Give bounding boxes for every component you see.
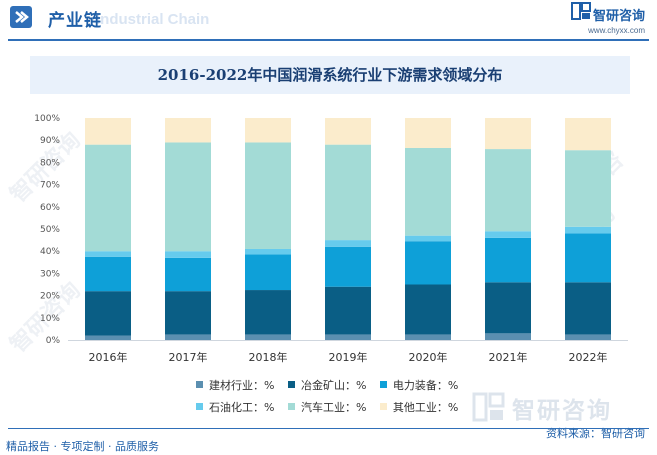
legend-swatch (287, 403, 295, 410)
bar-segment (165, 142, 211, 252)
bar-segment (405, 284, 451, 335)
legend-row: 石油化工：% 汽车工业：% 其他工业：% (196, 401, 468, 423)
source-note: 资料来源：智研咨询 (546, 427, 645, 440)
chart-title-band: 2016-2022年中国润滑系统行业下游需求领域分布 (30, 56, 630, 94)
chevron-badge-icon (10, 6, 32, 28)
y-tick-label: 50% (40, 225, 60, 235)
bar-segment (325, 118, 371, 145)
stacked-bar-chart: 0% 10% 20% 30% 40% 50% 60% 70% 80% 90% 100% 2016年 20… (34, 114, 628, 364)
legend-row: 建材行业：% 冶金矿山：% 电力装备：% (196, 379, 468, 401)
bar-segment (405, 334, 451, 340)
legend-label: 电力装备：% (392, 379, 459, 392)
legend-label: 汽车工业：% (300, 401, 367, 414)
legend-label: 其他工业：% (392, 401, 459, 414)
brand: 智研咨询 www.chyxx.com (588, 5, 645, 35)
x-tick-label: 2018年 (249, 350, 288, 364)
bar-segment (325, 240, 371, 247)
x-tick-label: 2021年 (489, 350, 528, 364)
bar-segment (85, 144, 131, 252)
bar-segment (245, 254, 291, 291)
legend-label: 建材行业：% (209, 379, 275, 392)
legend-swatch (379, 403, 387, 410)
y-tick-label: 40% (40, 247, 60, 257)
bar-segment (85, 291, 131, 336)
bar-segment (565, 118, 611, 151)
bar-segment (565, 334, 611, 340)
legend-item: 石油化工：% (196, 401, 274, 415)
bar-segment (85, 251, 131, 257)
x-tick-label: 2022年 (569, 350, 608, 364)
y-tick-label: 30% (40, 269, 60, 279)
legend-label: 冶金矿山：% (300, 379, 367, 392)
x-tick-label: 2016年 (89, 350, 128, 364)
section-subtitle: Industrial Chain (96, 11, 210, 28)
bar-segment (245, 290, 291, 335)
legend-item: 电力装备：% (379, 379, 459, 393)
bar-segment (405, 235, 451, 242)
bar-segment (565, 233, 611, 283)
legend-label: 石油化工：% (209, 401, 275, 414)
bar-segment (485, 333, 531, 340)
footer-divider (8, 428, 649, 429)
watermark-logo-icon (472, 392, 505, 422)
bar-segment (245, 118, 291, 143)
bar-segment (245, 248, 291, 255)
bar-segment (85, 256, 131, 292)
y-tick-label: 70% (40, 181, 60, 191)
watermark-text: 智研咨询 (512, 398, 612, 424)
bar-segment (485, 118, 531, 150)
y-tick-label: 80% (40, 158, 60, 168)
bar-segment (485, 237, 531, 283)
bar-segment (325, 246, 371, 287)
section-title: 产业链 (48, 11, 102, 31)
legend-swatch (287, 381, 295, 388)
bar-segment (565, 282, 611, 335)
bar-segment (565, 150, 611, 227)
bar-segment (565, 226, 611, 234)
bar-segment (325, 144, 371, 241)
bar-segment (325, 334, 371, 340)
header-divider (8, 39, 649, 41)
y-tick-label: 60% (40, 203, 60, 213)
bar-segment (485, 231, 531, 238)
bar-segment (245, 334, 291, 340)
y-tick-label: 90% (40, 136, 60, 146)
bar-segment (325, 286, 371, 335)
brand-name: 智研咨询 (592, 9, 645, 24)
chart-legend: 建材行业：% 冶金矿山：% 电力装备：% 石油化工：% 汽车工业：% 其他工业：… (196, 379, 468, 423)
bar-segment (165, 291, 211, 335)
brand-logo-icon (571, 2, 591, 20)
legend-item: 其他工业：% (379, 401, 459, 415)
legend-swatch (196, 403, 203, 410)
legend-swatch (379, 381, 387, 388)
legend-swatch (196, 381, 203, 388)
bar-segment (245, 142, 291, 249)
chart-title: 2016-2022年中国润滑系统行业下游需求领域分布 (157, 66, 503, 84)
bar-segment (485, 149, 531, 232)
bar-segment (485, 282, 531, 334)
bar-segment (405, 147, 451, 236)
y-tick-label: 10% (40, 314, 60, 324)
bar-segment (165, 118, 211, 143)
bar-segment (85, 335, 131, 340)
y-tick-label: 20% (40, 292, 60, 302)
bar-segment (165, 257, 211, 292)
x-tick-label: 2017年 (169, 350, 208, 364)
y-tick-label: 100% (34, 114, 60, 124)
footer-tagline: 精品报告 · 专项定制 · 品质服务 (6, 440, 159, 453)
bar-segment (165, 251, 211, 258)
x-tick-label: 2020年 (409, 350, 448, 364)
bar-segment (405, 118, 451, 148)
bar-segment (405, 241, 451, 285)
x-tick-label: 2019年 (329, 350, 368, 364)
y-tick-label: 0% (46, 336, 61, 346)
header: Industrial Chain 产业链 智研咨询 www.chyxx.com (0, 0, 657, 40)
bar-segment (165, 334, 211, 340)
bar-segment (85, 118, 131, 145)
legend-item: 建材行业：% (196, 379, 274, 393)
legend-item: 汽车工业：% (287, 401, 367, 415)
legend-item: 冶金矿山：% (287, 379, 367, 393)
brand-url: www.chyxx.com (588, 26, 645, 35)
